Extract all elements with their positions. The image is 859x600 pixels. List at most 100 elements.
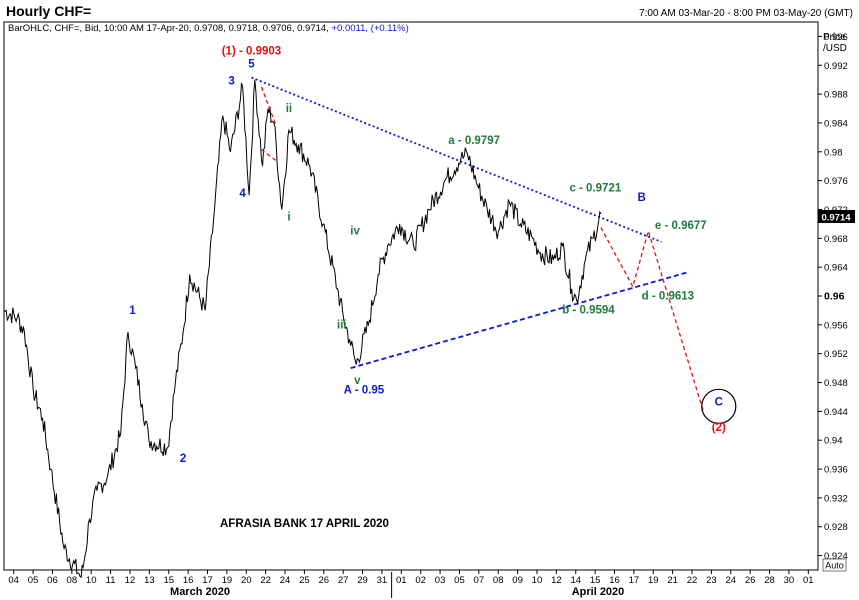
x-tick-label: 29: [357, 575, 368, 586]
wave-label: 4: [239, 188, 246, 200]
auto-scale-label: Auto: [825, 561, 844, 571]
x-tick-label: 22: [260, 575, 271, 586]
y-tick-label: 0.98: [824, 147, 843, 158]
x-tick-label: 08: [493, 575, 504, 586]
x-tick-label: 15: [163, 575, 174, 586]
wave-label: iii: [337, 319, 347, 331]
x-tick-label: 14: [570, 575, 581, 586]
x-tick-label: 13: [144, 575, 155, 586]
x-axis: 04 05 06 08 10 11 12 13 15 16 17 19 20 22 24 25 26 27 29 31…: [8, 570, 814, 598]
wave-label: b - 0.9594: [562, 304, 615, 316]
info-change: +0.0011, (+0.11%): [331, 23, 408, 34]
y-tick-label: 0.96: [824, 291, 845, 303]
info-line: BarOHLC, CHF=, Bid, 10:00 AM 17-Apr-20, …: [8, 23, 409, 34]
target-circle: [701, 388, 737, 424]
y-tick-label: 0.94: [824, 436, 843, 447]
x-tick-label: 26: [745, 575, 756, 586]
x-tick-label: 26: [318, 575, 329, 586]
plot-frame: [3, 21, 819, 571]
x-tick-label: 06: [47, 575, 58, 586]
y-tick-label: 0.976: [824, 176, 848, 187]
x-tick-label: 02: [415, 575, 426, 586]
last-price-value: 0.9714: [821, 213, 851, 224]
info-prefix: BarOHLC, CHF=, Bid, 10:00 AM 17-Apr-20, …: [8, 23, 331, 34]
x-tick-label: 05: [28, 575, 39, 586]
x-tick-label: 03: [435, 575, 446, 586]
x-tick-label: 30: [784, 575, 795, 586]
wave-label: C: [715, 397, 723, 409]
wave-label: 1: [129, 305, 136, 317]
wave-label: (1) - 0.9903: [222, 45, 281, 57]
x-tick-label: 01: [803, 575, 814, 586]
y-tick-label: 0.944: [824, 407, 848, 418]
trendline: [350, 271, 689, 369]
trendline: [251, 76, 662, 243]
x-tick-label: 22: [687, 575, 698, 586]
price-axis-unit: /USD: [823, 43, 847, 54]
x-tick-label: 17: [629, 575, 640, 586]
x-tick-label: 23: [706, 575, 717, 586]
x-tick-label: 21: [667, 575, 678, 586]
auto-scale-button[interactable]: [822, 558, 847, 572]
y-axis: 0.924 0.928 0.932 0.936 0.94 0.944 0.948 0.952 0…: [818, 32, 848, 562]
wave-label: i: [287, 211, 290, 223]
wave-label: ii: [286, 103, 292, 115]
y-tick-label: 0.968: [824, 234, 848, 245]
wave-label: A - 0.95: [344, 384, 385, 396]
x-tick-label: 17: [202, 575, 213, 586]
x-tick-label: 20: [241, 575, 252, 586]
wave-label: 3: [228, 76, 234, 88]
wave-label: a - 0.9797: [448, 135, 500, 147]
chart-title: Hourly CHF=: [6, 3, 91, 19]
x-tick-label: 08: [67, 575, 78, 586]
x-tick-label: 28: [764, 575, 775, 586]
price-series-line: [3, 79, 602, 579]
x-tick-label: 16: [609, 575, 620, 586]
x-tick-label: 05: [454, 575, 465, 586]
x-tick-label: 15: [590, 575, 601, 586]
month-label-march: March 2020: [170, 586, 230, 598]
wave-label: e - 0.9677: [655, 220, 707, 232]
projection-lines: [260, 86, 705, 412]
x-tick-label: 24: [280, 575, 291, 586]
y-tick-label: 0.988: [824, 90, 848, 101]
y-tick-label: 0.948: [824, 378, 848, 389]
x-tick-label: 07: [474, 575, 485, 586]
projection-path: [261, 149, 277, 161]
x-tick-label: 10: [532, 575, 543, 586]
wave-label: 2: [180, 453, 186, 465]
date-range: 7:00 AM 03-Mar-20 - 8:00 PM 03-May-20 (G…: [639, 8, 853, 19]
y-tick-label: 0.984: [824, 118, 848, 129]
wave-label: d - 0.9613: [642, 291, 694, 303]
wave-label: 5: [248, 58, 255, 70]
x-tick-label: 01: [396, 575, 407, 586]
y-tick-label: 0.924: [824, 551, 848, 562]
x-tick-label: 04: [8, 575, 19, 586]
wave-label: v: [354, 375, 361, 387]
y-tick-label: 0.932: [824, 493, 848, 504]
x-tick-label: 11: [106, 575, 116, 586]
x-tick-label: 16: [183, 575, 194, 586]
x-tick-label: 12: [125, 575, 136, 586]
x-tick-label: 12: [551, 575, 562, 586]
y-tick-label: 0.992: [824, 61, 848, 72]
last-price-badge: [818, 210, 855, 223]
y-tick-label: 0.936: [824, 465, 848, 476]
watermark-text: AFRASIA BANK 17 APRIL 2020: [220, 518, 389, 530]
wave-label: iv: [350, 226, 360, 238]
x-tick-label: 19: [222, 575, 233, 586]
x-tick-label: 10: [86, 575, 97, 586]
x-tick-label: 09: [512, 575, 523, 586]
projection-path: [600, 227, 705, 412]
wave-label: (2): [712, 422, 726, 434]
y-tick-label: 0.956: [824, 320, 848, 331]
y-tick-label: 0.964: [824, 263, 848, 274]
y-tick-label: 0.996: [824, 32, 848, 43]
x-tick-label: 31: [377, 575, 388, 586]
price-axis-label: Price: [823, 32, 846, 43]
y-tick-label: 0.952: [824, 349, 848, 360]
wave-label: B: [637, 192, 645, 204]
x-tick-label: 19: [648, 575, 659, 586]
